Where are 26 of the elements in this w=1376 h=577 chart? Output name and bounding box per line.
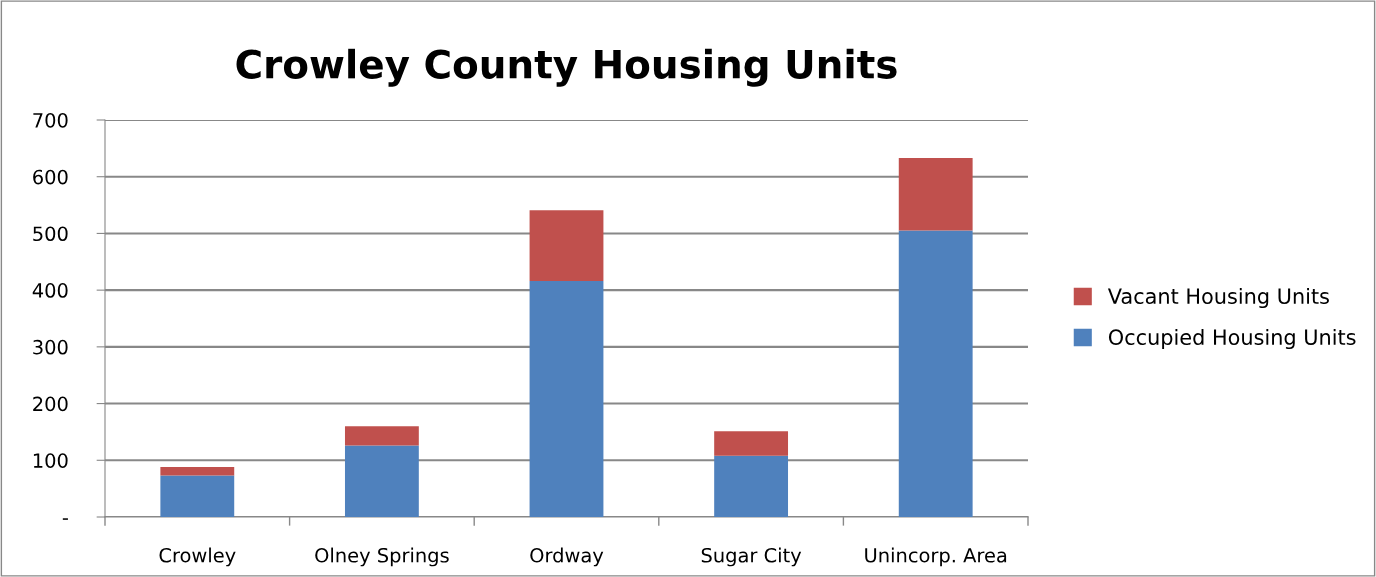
- bar: [160, 475, 235, 517]
- y-tick-label: 100: [33, 453, 68, 468]
- chart-title: Crowley County Housing Units: [236, 48, 897, 87]
- x-tick-label: Olney Springs: [315, 547, 449, 567]
- bar: [898, 230, 973, 517]
- bar: [529, 281, 604, 517]
- x-tick-label: Unincorp. Area: [865, 547, 1007, 567]
- bar: [714, 431, 789, 456]
- bar: [898, 158, 973, 231]
- bar: [714, 455, 789, 517]
- x-tick-label: Sugar City: [701, 547, 802, 567]
- legend-label: Occupied Housing Units: [1108, 328, 1356, 350]
- bar: [529, 210, 604, 282]
- bar: [160, 467, 235, 476]
- y-tick-label: 700: [33, 112, 68, 128]
- legend-label: Vacant Housing Units: [1107, 287, 1329, 309]
- x-tick-label: Ordway: [530, 547, 604, 567]
- y-tick-label: 300: [33, 339, 68, 355]
- y-tick-label: 200: [33, 396, 68, 412]
- y-tick-label: 600: [33, 169, 68, 185]
- bar: [344, 426, 419, 446]
- y-tick-label: 400: [32, 283, 68, 298]
- y-tick-label: 500: [33, 226, 68, 242]
- y-tick-label: -: [62, 518, 68, 520]
- bar: [344, 445, 419, 517]
- x-tick-label: Crowley: [159, 547, 236, 567]
